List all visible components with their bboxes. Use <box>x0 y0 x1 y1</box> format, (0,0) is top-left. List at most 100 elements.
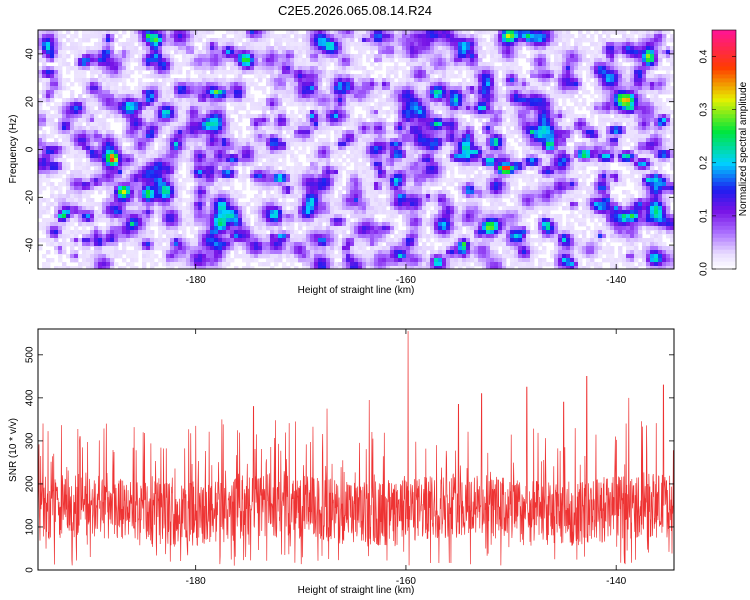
heatmap-cell <box>418 130 423 135</box>
heatmap-cell <box>510 82 515 87</box>
heatmap-cell <box>262 166 267 171</box>
heatmap-cell <box>638 130 643 135</box>
heatmap-cell <box>606 158 611 163</box>
heatmap-cell <box>206 118 211 123</box>
heatmap-cell <box>290 38 295 43</box>
heatmap-cell <box>350 142 355 147</box>
heatmap-cell <box>650 74 655 79</box>
heatmap-cell <box>262 118 267 123</box>
heatmap-cell <box>634 106 639 111</box>
heatmap-cell <box>522 154 527 159</box>
heatmap-cell <box>198 70 203 75</box>
heatmap-cell <box>190 134 195 139</box>
heatmap-cell <box>494 130 499 135</box>
heatmap-cell <box>590 54 595 59</box>
heatmap-cell <box>118 118 123 123</box>
heatmap-cell <box>418 118 423 123</box>
heatmap-cell <box>582 102 587 107</box>
heatmap-cell <box>358 138 363 143</box>
heatmap-cell <box>234 142 239 147</box>
heatmap-cell <box>198 134 203 139</box>
heatmap-cell <box>62 54 67 59</box>
heatmap-cell <box>110 94 115 99</box>
heatmap-cell <box>482 54 487 59</box>
heatmap-cell <box>162 126 167 131</box>
heatmap-cell <box>314 38 319 43</box>
heatmap-cell <box>562 114 567 119</box>
heatmap-cell <box>294 162 299 167</box>
heatmap-cell <box>482 66 487 71</box>
heatmap-cell <box>206 38 211 43</box>
heatmap-cell <box>274 78 279 83</box>
heatmap-cell <box>622 90 627 95</box>
heatmap-cell <box>330 30 335 35</box>
heatmap-cell <box>566 114 571 119</box>
heatmap-cell <box>162 34 167 39</box>
heatmap-cell <box>502 62 507 67</box>
heatmap-cell <box>202 118 207 123</box>
heatmap-cell <box>166 114 171 119</box>
heatmap-cell <box>258 30 263 35</box>
heatmap-cell <box>290 98 295 103</box>
heatmap-cell <box>322 74 327 79</box>
heatmap-cell <box>382 142 387 147</box>
heatmap-cell <box>330 54 335 59</box>
heatmap-cell <box>578 54 583 59</box>
heatmap-cell <box>538 134 543 139</box>
heatmap-cell <box>158 86 163 91</box>
heatmap-cell <box>390 130 395 135</box>
heatmap-cell <box>190 166 195 171</box>
heatmap-cell <box>510 90 515 95</box>
heatmap-cell <box>410 130 415 135</box>
heatmap-cell <box>270 62 275 67</box>
heatmap-cell <box>622 114 627 119</box>
heatmap-cell <box>158 114 163 119</box>
heatmap-cell <box>406 122 411 127</box>
heatmap-cell <box>82 70 87 75</box>
heatmap-cell <box>394 118 399 123</box>
heatmap-cell <box>658 134 663 139</box>
heatmap-cell <box>226 42 231 47</box>
heatmap-cell <box>82 102 87 107</box>
heatmap-cell <box>402 146 407 151</box>
heatmap-cell <box>90 102 95 107</box>
heatmap-cell <box>390 102 395 107</box>
heatmap-cell <box>258 154 263 159</box>
heatmap-cell <box>634 138 639 143</box>
heatmap-cell <box>74 34 79 39</box>
heatmap-cell <box>574 150 579 155</box>
heatmap-cell <box>626 94 631 99</box>
heatmap-cell <box>618 142 623 147</box>
heatmap-cell <box>90 106 95 111</box>
heatmap-cell <box>210 142 215 147</box>
heatmap-cell <box>118 98 123 103</box>
heatmap-cell <box>562 82 567 87</box>
heatmap-cell <box>370 46 375 51</box>
heatmap-cell <box>638 86 643 91</box>
heatmap-cell <box>446 102 451 107</box>
heatmap-cell <box>542 58 547 63</box>
heatmap-cell <box>70 34 75 39</box>
heatmap-cell <box>202 102 207 107</box>
heatmap-cell <box>506 42 511 47</box>
heatmap-cell <box>542 114 547 119</box>
heatmap-cell <box>158 122 163 127</box>
heatmap-cell <box>446 98 451 103</box>
heatmap-cell <box>134 134 139 139</box>
heatmap-cell <box>346 38 351 43</box>
heatmap-cell <box>198 118 203 123</box>
heatmap-cell <box>454 154 459 159</box>
heatmap-cell <box>434 54 439 59</box>
heatmap-cell <box>630 38 635 43</box>
heatmap-cell <box>506 114 511 119</box>
heatmap-cell <box>402 82 407 87</box>
heatmap-cell <box>482 38 487 43</box>
heatmap-cell <box>526 130 531 135</box>
heatmap-cell <box>366 38 371 43</box>
heatmap-cell <box>322 94 327 99</box>
heatmap-cell <box>138 98 143 103</box>
heatmap-cell <box>286 142 291 147</box>
heatmap-cell <box>70 130 75 135</box>
heatmap-cell <box>358 54 363 59</box>
heatmap-cell <box>266 30 271 35</box>
